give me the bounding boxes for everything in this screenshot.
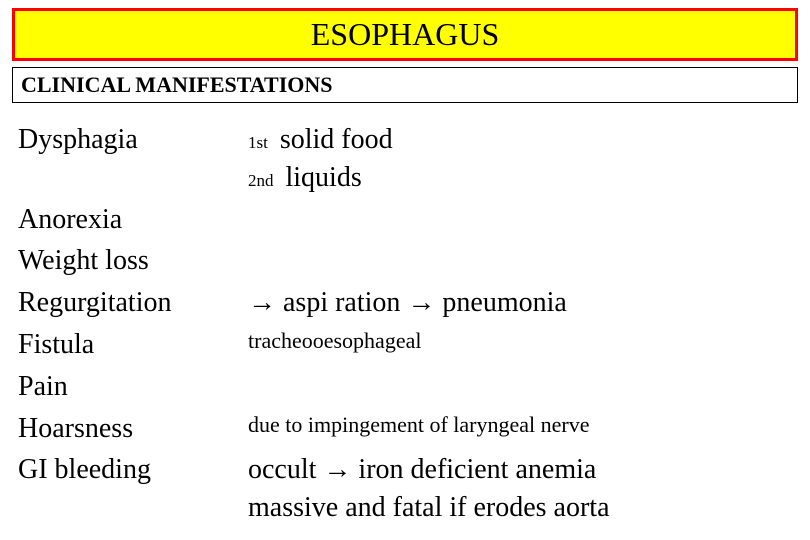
row-dysphagia: Dysphagia 1st solid food 2nd liquids — [18, 121, 792, 197]
label-weightloss: Weight loss — [18, 242, 248, 280]
dysphagia-text-2: liquids — [279, 162, 362, 193]
label-dysphagia: Dysphagia — [18, 121, 248, 159]
row-fistula: Fistula tracheooesophageal — [18, 326, 792, 364]
detail-fistula: tracheooesophageal — [248, 326, 792, 356]
dysphagia-line1: 1st solid food — [248, 121, 792, 159]
content-area: Dysphagia 1st solid food 2nd liquids Ano… — [12, 121, 798, 527]
label-regurgitation: Regurgitation — [18, 284, 248, 322]
label-gibleeding: GI bleeding — [18, 451, 248, 489]
detail-dysphagia: 1st solid food 2nd liquids — [248, 121, 792, 197]
dysphagia-line2: 2nd liquids — [248, 159, 792, 197]
dysphagia-text-1: solid food — [273, 124, 393, 155]
title-bar: ESOPHAGUS — [12, 8, 798, 61]
gibleeding-line1: occult → iron deficient anemia — [248, 451, 792, 489]
row-regurgitation: Regurgitation → aspi ration → pneumonia — [18, 284, 792, 322]
row-gibleeding: GI bleeding occult → iron deficient anem… — [18, 451, 792, 527]
label-pain: Pain — [18, 368, 248, 406]
label-hoarsness: Hoarsness — [18, 410, 248, 448]
label-anorexia: Anorexia — [18, 201, 248, 239]
gibleeding-line2: massive and fatal if erodes aorta — [248, 489, 792, 527]
detail-gibleeding: occult → iron deficient anemia massive a… — [248, 451, 792, 527]
section-subtitle: CLINICAL MANIFESTATIONS — [21, 72, 333, 97]
row-weightloss: Weight loss — [18, 242, 792, 280]
ordinal-2nd: 2nd — [248, 171, 274, 190]
detail-regurgitation: → aspi ration → pneumonia — [248, 284, 792, 322]
subtitle-bar: CLINICAL MANIFESTATIONS — [12, 67, 798, 103]
page-title: ESOPHAGUS — [311, 16, 499, 52]
ordinal-1st: 1st — [248, 133, 268, 152]
label-fistula: Fistula — [18, 326, 248, 364]
row-pain: Pain — [18, 368, 792, 406]
row-anorexia: Anorexia — [18, 201, 792, 239]
detail-hoarsness: due to impingement of laryngeal nerve — [248, 410, 792, 440]
row-hoarsness: Hoarsness due to impingement of laryngea… — [18, 410, 792, 448]
